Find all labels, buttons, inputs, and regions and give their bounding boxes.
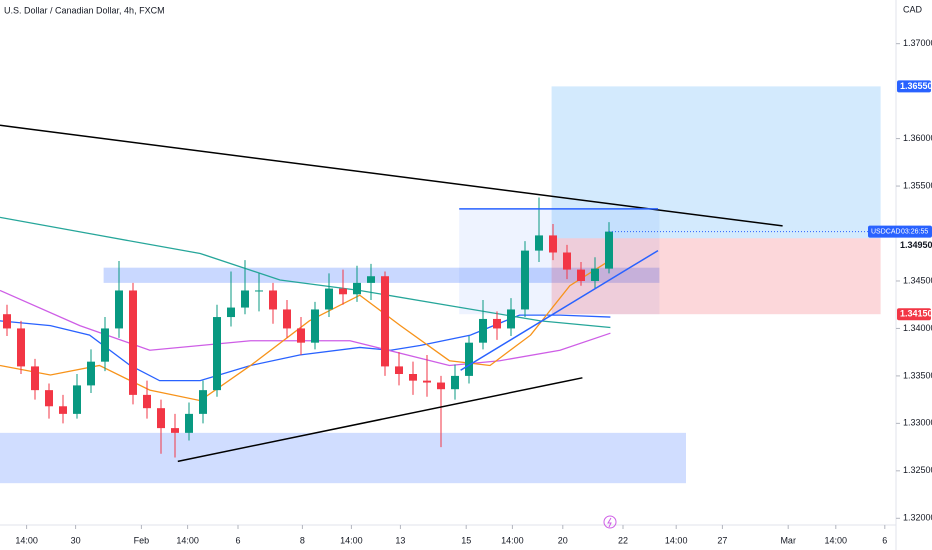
candle-body (227, 307, 235, 318)
x-tick-label: 14:00 (825, 535, 848, 545)
candle-body (521, 250, 529, 310)
candle-body (311, 309, 319, 343)
x-tick-label: 14:00 (340, 535, 363, 545)
candle-body (479, 318, 487, 343)
candle-body (563, 252, 571, 270)
trend-line (460, 249, 659, 371)
y-tick-label: 1.36000 (903, 133, 932, 143)
x-tick-label: 6 (235, 535, 240, 545)
candle-body (353, 282, 361, 295)
lightning-icon (603, 515, 617, 529)
candle-body (241, 290, 249, 308)
candle-body (255, 290, 263, 292)
y-tick-label: 1.34500 (903, 275, 932, 285)
current-countdown: 03:26:55 (901, 228, 928, 235)
x-tick-label: 30 (71, 535, 81, 545)
x-tick-label: 20 (558, 535, 568, 545)
x-tick-label: Mar (780, 535, 796, 545)
price-tag (897, 239, 931, 252)
moving-average (0, 216, 611, 329)
candle-body (115, 290, 123, 329)
x-tick-label: 8 (300, 535, 305, 545)
x-tick-label: 22 (618, 535, 628, 545)
zone (103, 267, 660, 283)
currency: CAD (903, 4, 923, 14)
candle-body (339, 288, 347, 295)
candle-body (409, 374, 417, 381)
candle-body (325, 288, 333, 310)
candle-body (73, 385, 81, 414)
price-tag (897, 308, 931, 321)
candle-body (171, 428, 179, 433)
candle-body (129, 290, 137, 395)
candle-body (367, 276, 375, 283)
y-tick-label: 1.33000 (903, 418, 932, 428)
y-tick-label: 1.37000 (903, 38, 932, 48)
y-tick-label: 1.35500 (903, 180, 932, 190)
candle-body (157, 408, 165, 429)
x-tick-label: Feb (134, 535, 150, 545)
candle-body (493, 318, 501, 329)
price-tag-label: 1.34150 (900, 309, 932, 319)
candle-body (199, 390, 207, 414)
candle-body (87, 361, 95, 386)
current-tag (868, 225, 932, 238)
x-tick-label: 14:00 (15, 535, 38, 545)
zone (551, 238, 881, 315)
y-tick-label: 1.33500 (903, 370, 932, 380)
candle-body (577, 269, 585, 281)
x-tick-label: 14:00 (665, 535, 688, 545)
zone (459, 208, 660, 315)
candle-body (605, 231, 613, 269)
x-tick-label: 27 (717, 535, 727, 545)
trend-line (177, 377, 583, 463)
candle-body (381, 276, 389, 367)
zone (0, 432, 686, 484)
price-tag (897, 80, 931, 93)
x-tick-label: 6 (882, 535, 887, 545)
chart-title: U.S. Dollar / Canadian Dollar, 4h, FXCM (4, 5, 165, 15)
candle-body (3, 314, 11, 329)
candle-body (185, 413, 193, 433)
candle-body (395, 366, 403, 375)
x-tick-label: 13 (395, 535, 405, 545)
candle-body (143, 394, 151, 409)
candle-body (59, 406, 67, 414)
candle-body (101, 328, 109, 362)
current-name: USDCAD (871, 228, 901, 235)
candle-body (437, 382, 445, 390)
x-tick-label: 15 (461, 535, 471, 545)
candle-body (283, 309, 291, 329)
x-tick-label: 14:00 (176, 535, 199, 545)
candle-body (213, 317, 221, 391)
candle-body (31, 366, 39, 391)
y-tick-label: 1.32000 (903, 513, 932, 523)
candle-body (269, 290, 277, 310)
candle-body (465, 342, 473, 376)
candle-body (45, 390, 53, 407)
zone (551, 86, 881, 239)
candle-body (549, 235, 557, 253)
x-tick-label: 14:00 (501, 535, 524, 545)
y-tick-label: 1.34000 (903, 323, 932, 333)
price-tag-label: 1.36550 (900, 81, 932, 91)
candle-body (451, 375, 459, 390)
candle-body (591, 268, 599, 281)
candle-body (297, 328, 305, 343)
candle-body (535, 235, 543, 251)
candle-body (507, 309, 515, 329)
candle-body (17, 328, 25, 367)
moving-average (0, 259, 611, 402)
y-tick-label: 1.32500 (903, 465, 932, 475)
price-tag-label: 1.34950 (900, 240, 932, 250)
candle-body (423, 380, 431, 383)
